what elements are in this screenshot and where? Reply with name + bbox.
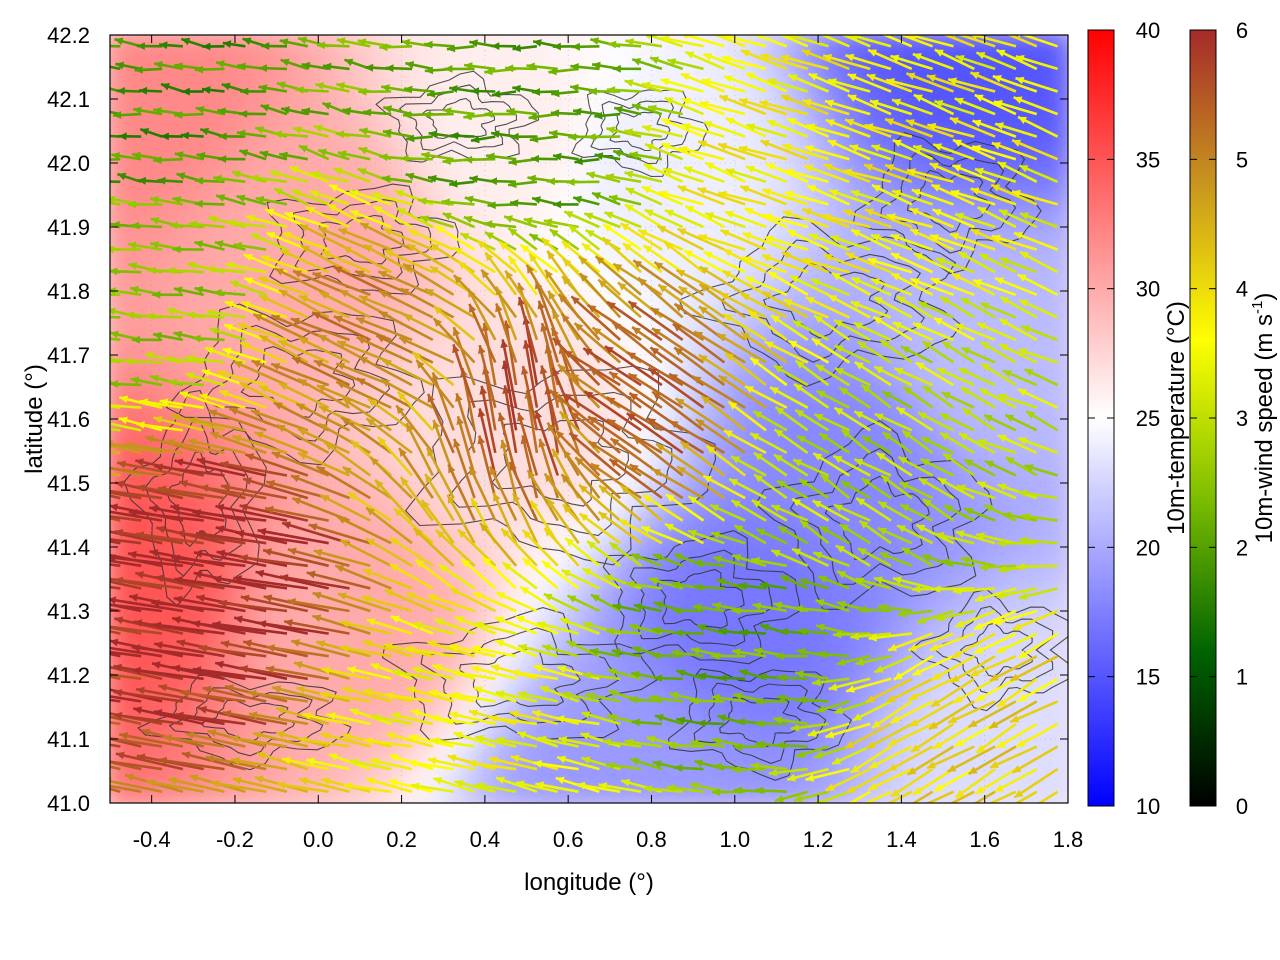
y-tick-label: 41.9 xyxy=(47,215,90,240)
colorbar-tick-label: 4 xyxy=(1236,277,1248,302)
y-tick-label: 41.2 xyxy=(47,663,90,688)
colorbar-tick-label: 15 xyxy=(1136,665,1160,690)
x-tick-label: 1.0 xyxy=(719,827,750,852)
x-tick-label: 0.4 xyxy=(470,827,501,852)
x-tick-label: 0.0 xyxy=(303,827,334,852)
wind-arrow xyxy=(110,652,121,658)
colorbar-tick-label: 6 xyxy=(1236,18,1248,43)
y-tick-label: 41.4 xyxy=(47,535,90,560)
x-tick-label: 1.4 xyxy=(886,827,917,852)
x-tick-label: 1.2 xyxy=(803,827,834,852)
y-tick-label: 41.1 xyxy=(47,727,90,752)
colorbar-tick-label: 35 xyxy=(1136,147,1160,172)
wind-colorbar: 0 1 2 3 4 5 6 10m-wind speed (m s-1) xyxy=(1189,18,1278,819)
wind-colorbar-label: 10m-wind speed (m s-1) xyxy=(1249,293,1278,544)
x-tick-label: 0.2 xyxy=(386,827,417,852)
y-tick-label: 41.7 xyxy=(47,343,90,368)
wind-label-main: 10m-wind speed (m s xyxy=(1251,314,1278,543)
x-tick-label: 0.6 xyxy=(553,827,584,852)
colorbar-tick-label: 20 xyxy=(1136,535,1160,560)
wind-label-end: ) xyxy=(1251,293,1278,301)
y-tick-label: 41.6 xyxy=(47,407,90,432)
y-tick-label: 42.0 xyxy=(47,151,90,176)
y-tick-label: 41.5 xyxy=(47,471,90,496)
plot-area xyxy=(110,35,1068,803)
temperature-colorbar-label: 10m-temperature (°C) xyxy=(1163,301,1190,535)
y-axis-label: latitude (°) xyxy=(21,364,48,474)
y-tick-label: 41.0 xyxy=(47,791,90,816)
x-tick-label: 0.8 xyxy=(636,827,667,852)
colorbar-tick-label: 10 xyxy=(1136,794,1160,819)
y-tick-label: 42.1 xyxy=(47,87,90,112)
colorbar-tick-label: 3 xyxy=(1236,406,1248,431)
y-tick-label: 41.3 xyxy=(47,599,90,624)
wind-label-sup: -1 xyxy=(1249,301,1266,314)
colorbar-tick-label: 25 xyxy=(1136,406,1160,431)
x-tick-label: 1.6 xyxy=(969,827,1000,852)
x-tick-label: 1.8 xyxy=(1053,827,1084,852)
x-axis-label: longitude (°) xyxy=(524,869,654,896)
x-tick-label: -0.2 xyxy=(216,827,254,852)
colorbar-tick-label: 1 xyxy=(1236,665,1248,690)
y-tick-label: 41.8 xyxy=(47,279,90,304)
temperature-colorbar: 10 15 20 25 30 35 40 10m-temperature (°C) xyxy=(1087,18,1190,819)
y-tick-label: 42.2 xyxy=(47,23,90,48)
colorbar-tick-label: 5 xyxy=(1236,147,1248,172)
colorbar-tick-label: 40 xyxy=(1136,18,1160,43)
x-tick-label: -0.4 xyxy=(133,827,171,852)
colorbar-tick-label: 0 xyxy=(1236,794,1248,819)
colorbar-tick-label: 2 xyxy=(1236,535,1248,560)
colorbar-tick-label: 30 xyxy=(1136,277,1160,302)
